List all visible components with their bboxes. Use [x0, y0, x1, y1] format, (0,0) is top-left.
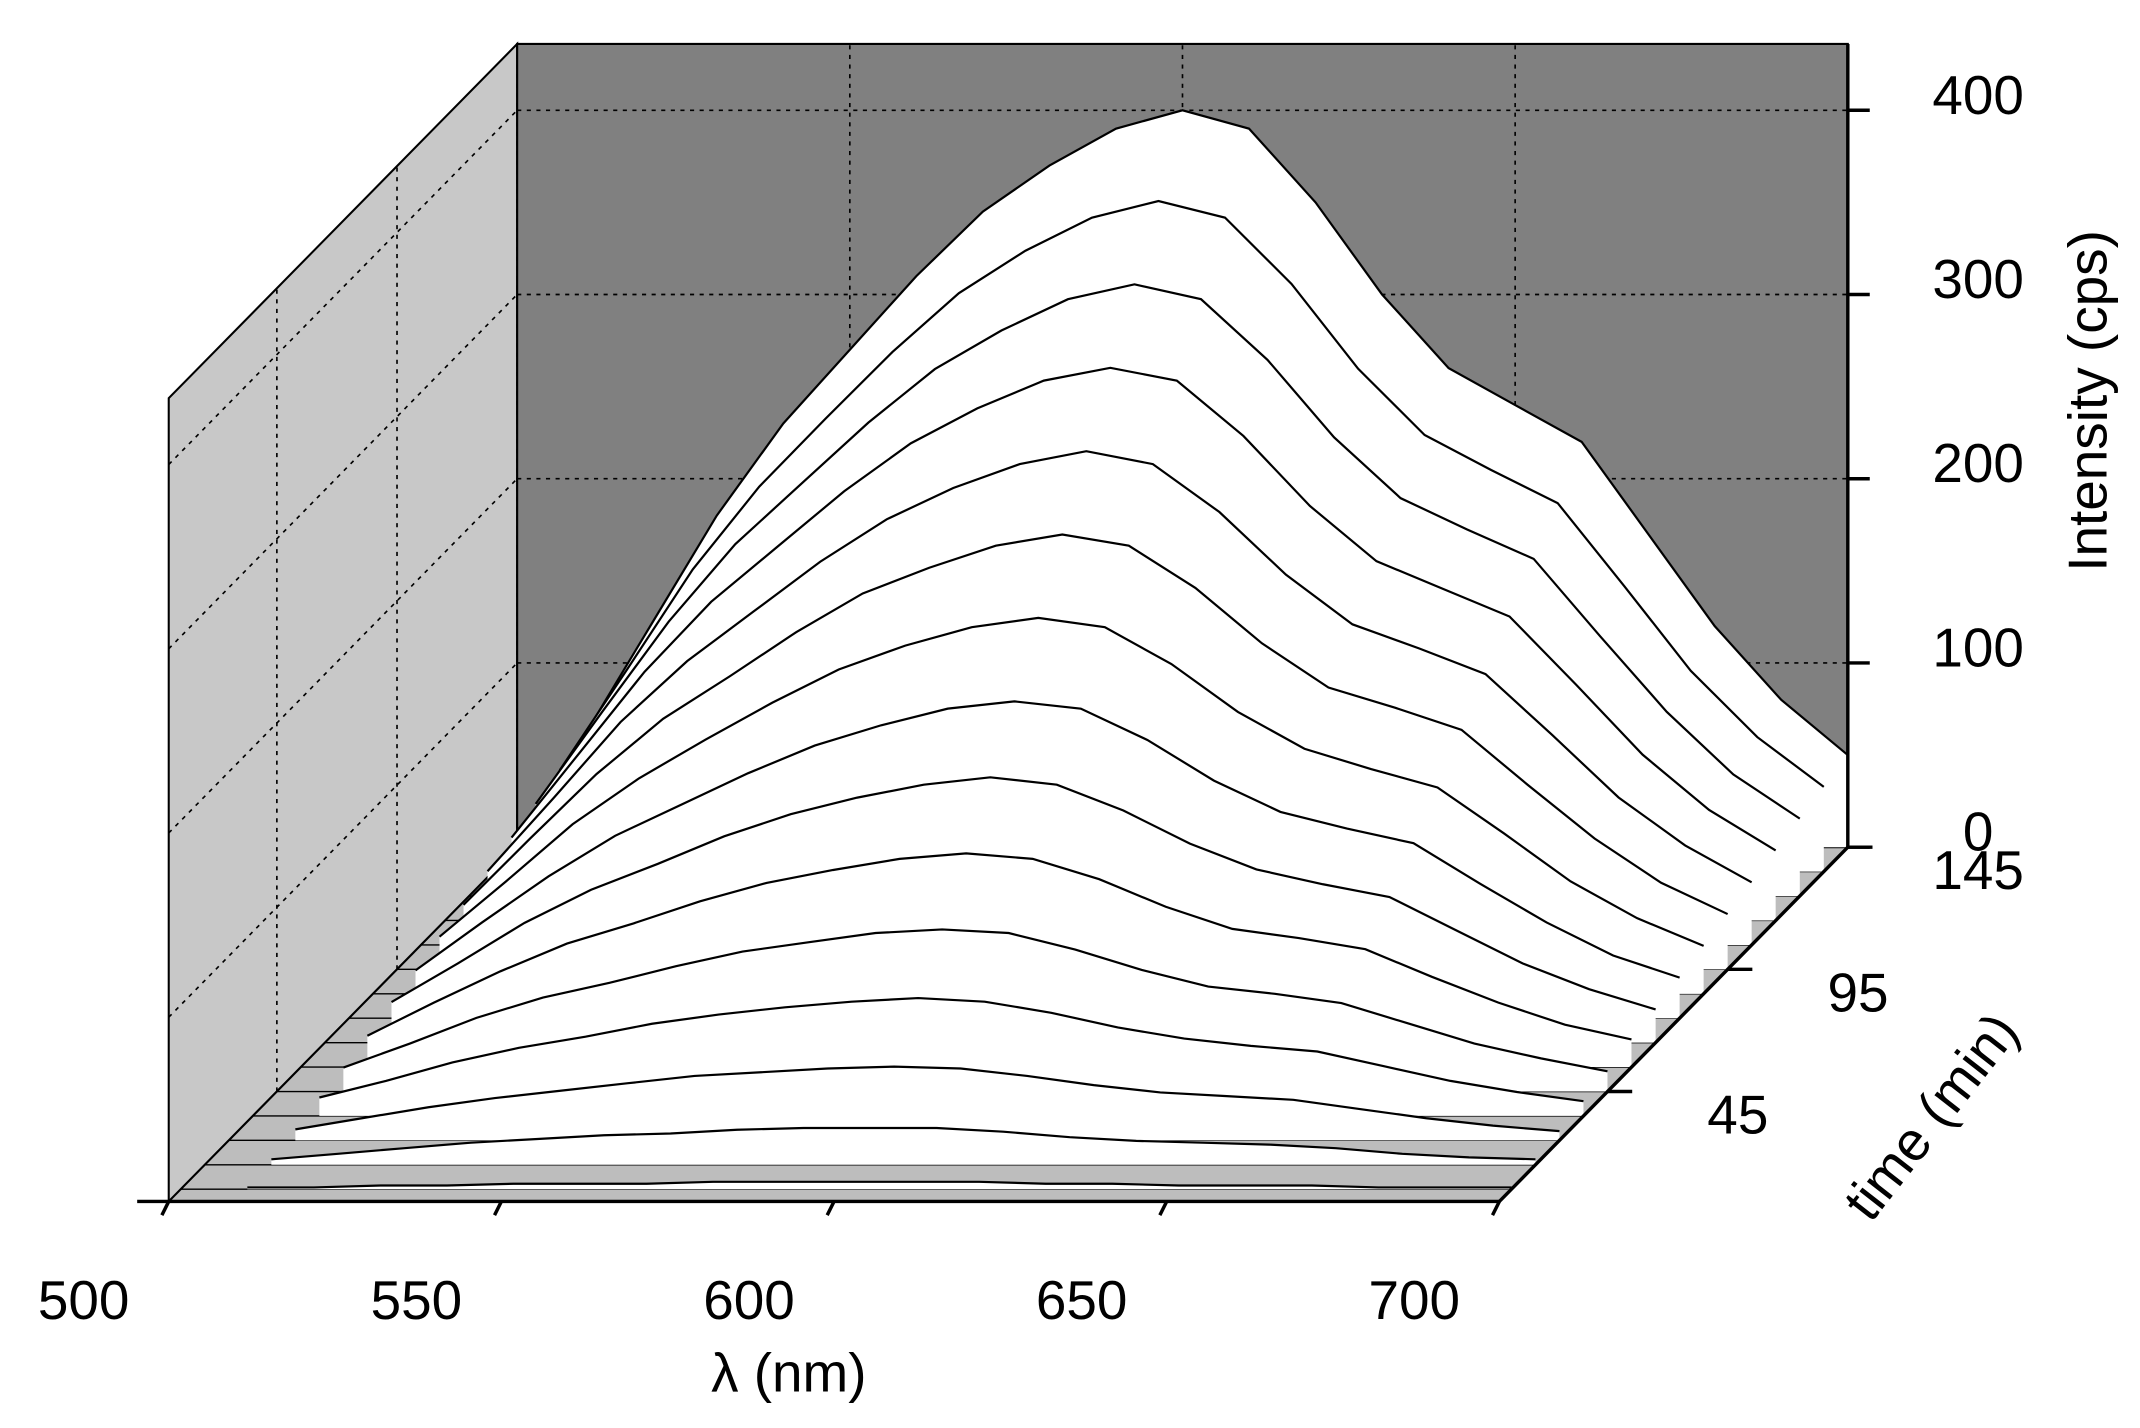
- y-tick-label: 300: [1932, 248, 2024, 310]
- spectrum-line: [342, 928, 1608, 1073]
- x-tick: [825, 1200, 836, 1216]
- x-tick: [1158, 1200, 1169, 1216]
- spectrum-line: [390, 776, 1656, 1011]
- spectrum-line: [271, 1126, 1536, 1161]
- spectrum-line: [486, 450, 1753, 884]
- spectrum-line: [534, 283, 1801, 820]
- spectrum-line: [319, 996, 1584, 1103]
- z-axis-line: [1498, 845, 1850, 1203]
- spectrum-line: [438, 616, 1705, 947]
- spectrum-line: [510, 366, 1777, 852]
- y-tick-label: 400: [1932, 64, 2024, 126]
- grid-line: [168, 478, 518, 834]
- y-axis-label: Intensity (cps): [2057, 230, 2119, 572]
- x-axis-label: λ (nm): [711, 1342, 866, 1404]
- axes: 500 550 600 650 700 0 100 200 300 400 45 95 145: [38, 43, 2024, 1331]
- x-tick: [492, 1200, 503, 1216]
- spectrum-line: [414, 700, 1680, 979]
- x-tick-label: 700: [1369, 1269, 1461, 1331]
- grid-line: [168, 293, 518, 650]
- spectrum-line: [462, 533, 1729, 916]
- x-tick-label: 600: [703, 1269, 795, 1331]
- spectrum-line: [366, 852, 1632, 1041]
- grid-line: [168, 109, 518, 466]
- z-tick-label: 95: [1827, 961, 1888, 1023]
- spectrum-fill: [295, 1066, 1560, 1141]
- x-tick-label: 550: [371, 1269, 463, 1331]
- z-axis-label: time (min): [1831, 1001, 2030, 1231]
- spectrum-line: [558, 199, 1825, 788]
- spectrum-line: [295, 1065, 1560, 1133]
- x-tick: [1490, 1200, 1501, 1216]
- grid-line: [168, 662, 518, 1018]
- spectrum-fill: [247, 1181, 1512, 1190]
- x-tick-label: 500: [38, 1269, 130, 1331]
- y-tick-label: 100: [1932, 616, 2024, 678]
- spectrum-line: [582, 109, 1849, 756]
- plot: [180, 109, 1849, 1190]
- x-tick-label: 650: [1036, 1269, 1128, 1331]
- spectrum-line: [247, 1180, 1512, 1189]
- y-tick-label: 0: [1963, 801, 1994, 863]
- grid-line: [168, 846, 518, 1203]
- z-tick-label: 45: [1707, 1083, 1768, 1145]
- z-tick-label: 145: [1932, 839, 2024, 901]
- y-tick-label: 200: [1932, 432, 2024, 494]
- x-tick: [160, 1200, 171, 1216]
